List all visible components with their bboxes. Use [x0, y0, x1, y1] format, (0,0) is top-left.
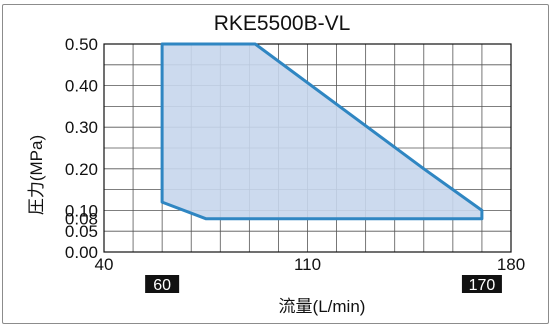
y-tick-label: 0.05 — [65, 222, 98, 241]
y-tick-label: 0.08 — [65, 210, 98, 229]
y-tick-label: 0.10 — [65, 201, 98, 220]
operating-region — [160, 42, 484, 221]
chart-frame — [2, 4, 549, 324]
x-tick-label: 40 — [95, 255, 114, 274]
y-tick-label: 0.50 — [65, 35, 98, 54]
marker-badge-label: 170 — [469, 277, 496, 294]
marker-badges: 60 170 — [145, 275, 502, 294]
x-tick-label: 110 — [294, 255, 321, 274]
x-tick-labels: 40 110 180 — [95, 255, 526, 274]
marker-badge — [461, 275, 502, 293]
marker-badge — [145, 275, 180, 293]
chart-title: RKE5500B-VL — [214, 12, 351, 35]
y-tick-label: 0.30 — [65, 118, 98, 137]
x-axis-label: 流量(L/min) — [279, 297, 366, 316]
operating-region-series — [160, 42, 484, 221]
marker-badge-label: 60 — [153, 277, 171, 294]
x-tick-label: 180 — [497, 255, 525, 274]
y-axis-label: 圧力(MPa) — [27, 135, 46, 215]
y-tick-labels: 0.50 0.40 0.30 0.20 0.100.080.05 0.00 — [65, 35, 98, 262]
y-tick-label: 0.20 — [65, 160, 98, 179]
y-tick-label: 0.40 — [65, 77, 98, 96]
plot-border — [103, 43, 512, 253]
y-tick-label: 0.00 — [65, 243, 98, 262]
